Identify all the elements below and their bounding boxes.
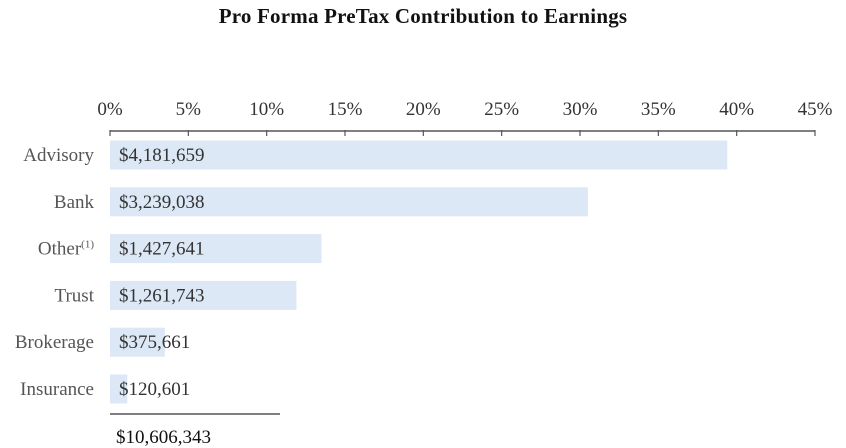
data-label: $375,661 xyxy=(119,332,190,353)
bar-advisory xyxy=(110,140,728,170)
category-label: Other(1) xyxy=(38,239,94,260)
category-footnote-marker: (1) xyxy=(81,239,94,251)
x-tick-label: 30% xyxy=(563,99,598,120)
category-label-text: Brokerage xyxy=(15,332,94,353)
category-label-text: Trust xyxy=(55,285,95,306)
category-label: Advisory xyxy=(23,145,94,166)
x-tick-label: 35% xyxy=(641,99,676,120)
data-label: $1,427,641 xyxy=(119,239,205,260)
category-label: Brokerage xyxy=(15,332,94,353)
category-label: Trust xyxy=(55,285,95,306)
category-label-text: Bank xyxy=(54,192,95,213)
category-label-text: Advisory xyxy=(23,145,94,166)
chart-title: Pro Forma PreTax Contribution to Earning… xyxy=(218,4,628,28)
data-label: $120,601 xyxy=(119,379,190,400)
x-tick-label: 25% xyxy=(484,99,519,120)
bar-insurance xyxy=(110,374,128,404)
x-tick-label: 45% xyxy=(798,99,833,120)
x-axis: 0% 5% 10% 15% 20% 25% 30% 35% 40% 45% xyxy=(97,99,833,136)
x-tick-label: 20% xyxy=(406,99,441,120)
bar-trust xyxy=(110,280,297,310)
bar-other xyxy=(110,234,322,264)
total-label: $10,606,343 xyxy=(116,427,211,448)
x-tick-label: 40% xyxy=(719,99,754,120)
bar-brokerage xyxy=(110,327,165,357)
x-tick-label: 15% xyxy=(328,99,363,120)
data-label: $3,239,038 xyxy=(119,192,205,213)
category-label: Bank xyxy=(54,192,95,213)
data-label: $1,261,743 xyxy=(119,285,205,306)
labels-layer: Advisory $4,181,659 Bank $3,239,038 Other(1)… xyxy=(15,145,280,448)
x-tick-label: 5% xyxy=(176,99,202,120)
bars-layer xyxy=(110,140,728,404)
category-label: Insurance xyxy=(20,379,94,400)
bar-bank xyxy=(110,187,588,217)
category-label-text: Other xyxy=(38,239,82,260)
category-label-text: Insurance xyxy=(20,379,94,400)
x-tick-label: 0% xyxy=(97,99,123,120)
data-label: $4,181,659 xyxy=(119,145,205,166)
x-tick-label: 10% xyxy=(249,99,284,120)
